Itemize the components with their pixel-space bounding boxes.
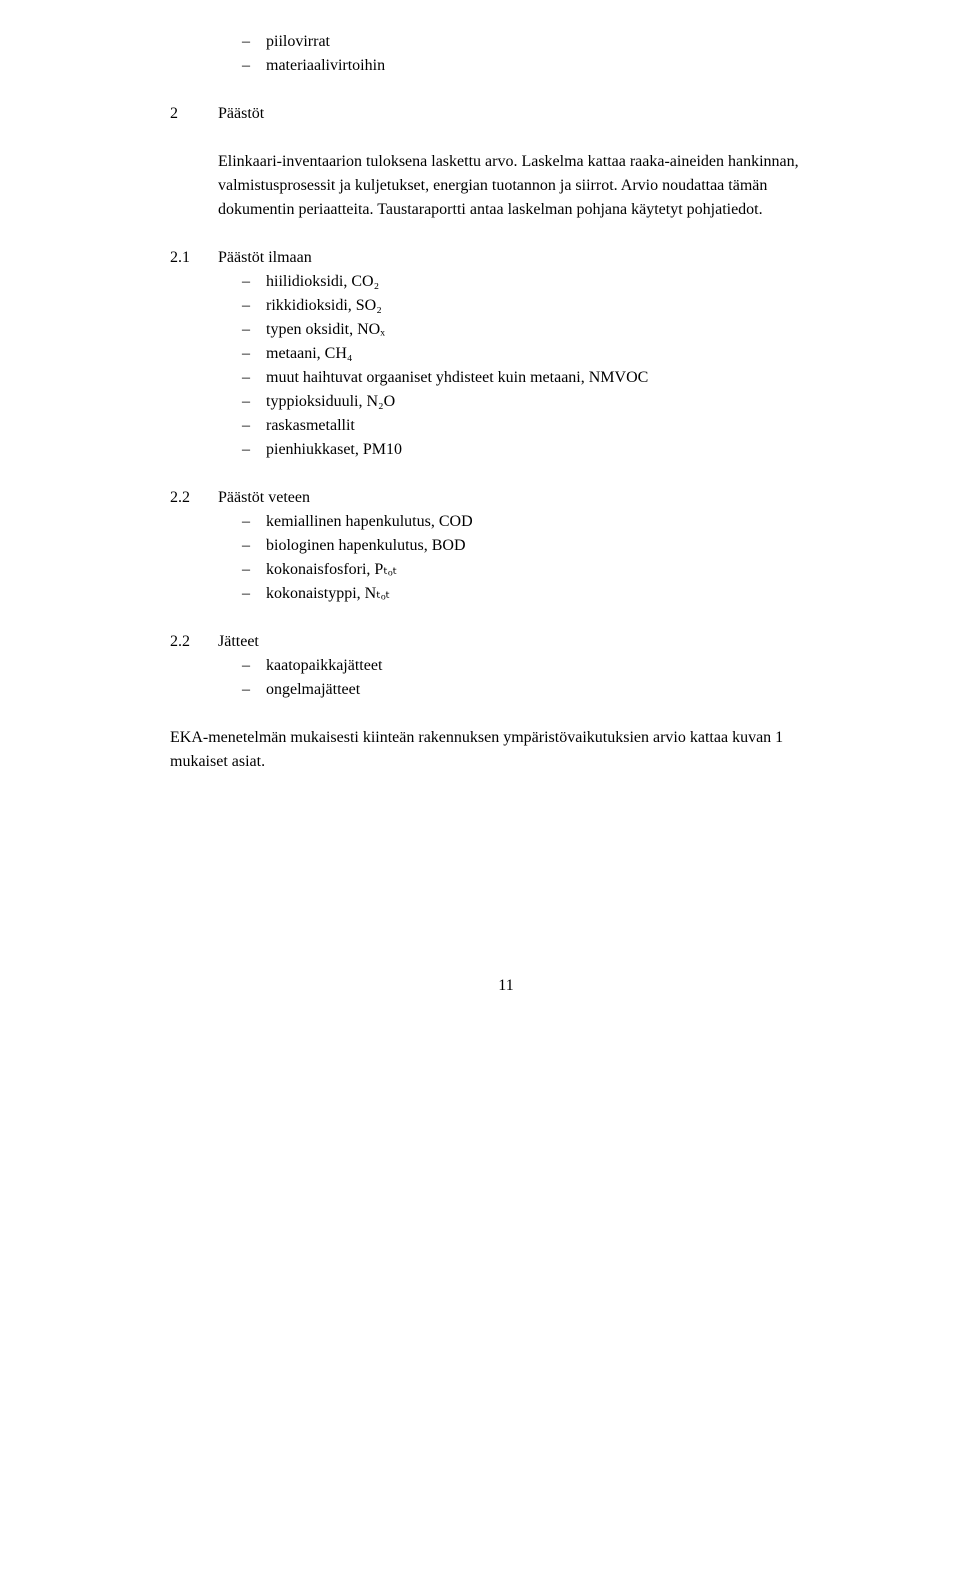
section-number: 2.2 (170, 630, 218, 654)
page-number: 11 (170, 974, 842, 998)
list-item: kemiallinen hapenkulutus, COD (218, 510, 842, 534)
list-item: metaani, CH₄ (218, 342, 842, 366)
list-item: piilovirrat (218, 30, 842, 54)
section-number: 2.1 (170, 246, 218, 270)
list-item: typen oksidit, NOₓ (218, 318, 842, 342)
section-title: Päästöt (218, 102, 264, 126)
section-title: Jätteet (218, 630, 259, 654)
list-item: typpioksiduuli, N₂O (218, 390, 842, 414)
list-item: rikkidioksidi, SO₂ (218, 294, 842, 318)
list-item: raskasmetallit (218, 414, 842, 438)
list-item: hiilidioksidi, CO₂ (218, 270, 842, 294)
list-item: kokonaisfosfori, Pₜₒₜ (218, 558, 842, 582)
section-number: 2.2 (170, 486, 218, 510)
list-item: materiaalivirtoihin (218, 54, 842, 78)
section-title: Päästöt veteen (218, 486, 310, 510)
section-title: Päästöt ilmaan (218, 246, 312, 270)
list-item: pienhiukkaset, PM10 (218, 438, 842, 462)
paragraph: Elinkaari-inventaarion tuloksena laskett… (170, 150, 842, 222)
list-item: kaatopaikkajätteet (218, 654, 842, 678)
section-number: 2 (170, 102, 218, 126)
list-item: biologinen hapenkulutus, BOD (218, 534, 842, 558)
list-item: kokonaistyppi, Nₜₒₜ (218, 582, 842, 606)
list-item: ongelmajätteet (218, 678, 842, 702)
list-item: muut haihtuvat orgaaniset yhdisteet kuin… (218, 366, 842, 390)
paragraph: EKA-menetelmän mukaisesti kiinteän raken… (170, 726, 842, 774)
